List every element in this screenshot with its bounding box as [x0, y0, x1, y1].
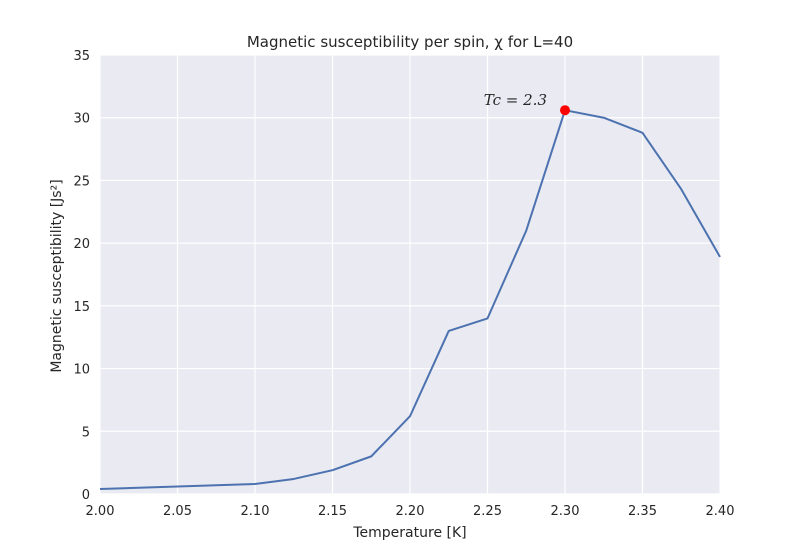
y-tick-label: 0 [82, 488, 90, 503]
chart-title: Magnetic susceptibility per spin, χ for … [247, 33, 573, 51]
x-tick-label: 2.30 [551, 504, 580, 519]
x-tick-label: 2.35 [628, 504, 657, 519]
y-tick-label: 35 [73, 49, 90, 64]
x-tick-label: 2.15 [318, 504, 347, 519]
x-tick-label: 2.05 [163, 504, 192, 519]
grid [99, 54, 721, 495]
y-tick-label: 20 [73, 237, 90, 252]
y-axis-label: Magnetic susceptibility [Js²] [49, 179, 65, 372]
x-tick-label: 2.00 [86, 504, 115, 519]
x-axis: 2.00 2.05 2.10 2.15 2.20 2.25 2.30 2.35 2.40 [86, 504, 735, 519]
x-tick-label: 2.20 [396, 504, 425, 519]
y-tick-label: 5 [82, 425, 90, 440]
x-tick-label: 2.40 [706, 504, 735, 519]
y-tick-label: 30 [73, 112, 90, 127]
x-tick-label: 2.25 [473, 504, 502, 519]
x-tick-label: 2.10 [241, 504, 270, 519]
y-tick-label: 15 [73, 300, 90, 315]
series-line [99, 109, 721, 490]
y-tick-label: 10 [73, 363, 90, 378]
y-axis: 0 5 10 15 20 25 30 35 [73, 49, 90, 503]
x-axis-label: Temperature [K] [352, 525, 466, 541]
critical-temperature-annotation: Tc = 2.3 [484, 91, 547, 109]
y-tick-label: 25 [73, 174, 90, 189]
peak-marker [560, 105, 570, 116]
